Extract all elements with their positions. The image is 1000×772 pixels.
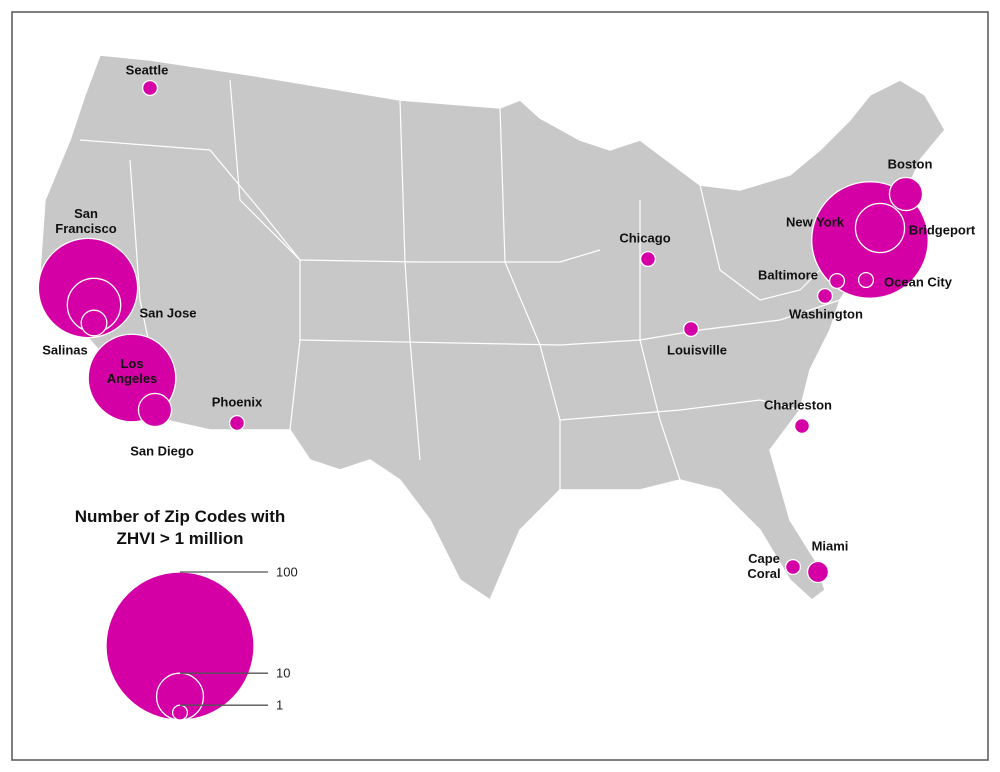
city-bubble	[80, 309, 108, 337]
city-bubble	[228, 414, 246, 432]
city-bubble	[888, 176, 924, 212]
city-label: San Francisco	[55, 206, 117, 236]
city-label: Louisville	[667, 342, 727, 358]
city-label: San Diego	[130, 443, 194, 459]
us-outline	[39, 54, 946, 602]
city-label: Washington	[789, 306, 863, 322]
city-bubble	[137, 392, 173, 428]
legend-title: ZHVI > 1 million	[116, 529, 244, 548]
city-label: New York	[785, 214, 845, 230]
legend-label: 10	[276, 665, 291, 681]
legend	[105, 571, 268, 721]
city-bubble	[854, 202, 906, 254]
legend-label: 100	[276, 564, 298, 580]
city-label: Phoenix	[211, 394, 263, 410]
city-bubble	[141, 79, 159, 97]
city-bubble	[806, 560, 830, 584]
city-bubble	[793, 417, 811, 435]
legend-title: Number of Zip Codes with	[74, 507, 286, 526]
city-bubble	[639, 250, 657, 268]
city-label: Boston	[887, 156, 933, 172]
city-label: Cape Coral	[747, 551, 781, 581]
city-label: Ocean City	[884, 274, 952, 290]
city-label: Baltimore	[758, 267, 818, 283]
state-lines	[79, 79, 871, 490]
city-label: Miami	[811, 538, 849, 554]
bubbles	[37, 79, 929, 584]
city-label: Salinas	[42, 342, 88, 358]
city-label: Charleston	[764, 397, 832, 413]
city-label: Seattle	[125, 62, 169, 78]
city-bubble	[682, 320, 700, 338]
legend-label: 1	[276, 697, 284, 713]
city-bubble	[828, 272, 846, 290]
city-label: San Jose	[139, 305, 197, 321]
city-bubble	[784, 558, 802, 576]
city-bubble	[857, 271, 875, 289]
city-label: Bridgeport	[908, 222, 976, 238]
city-bubble	[816, 287, 834, 305]
legend-bubble	[171, 704, 189, 721]
city-label: Chicago	[619, 230, 671, 246]
city-label: Los Angeles	[106, 356, 158, 386]
